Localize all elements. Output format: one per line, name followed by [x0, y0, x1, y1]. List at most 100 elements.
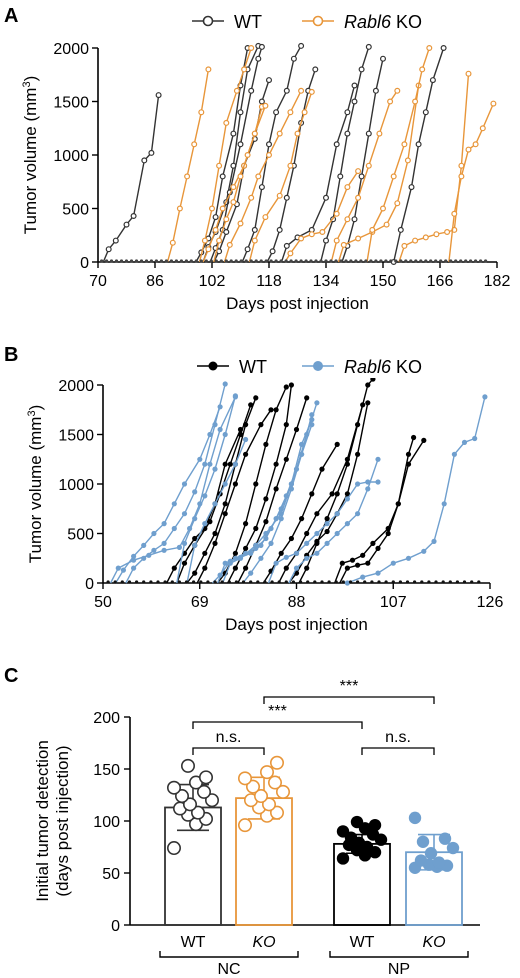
- series-line-ko-22: [448, 103, 495, 263]
- data-point-ko: [202, 521, 208, 527]
- data-point-ko: [131, 565, 137, 571]
- data-point-ko: [263, 535, 269, 542]
- data-point-ko: [298, 235, 305, 242]
- data-point-ko: [394, 87, 401, 94]
- data-point-ko: [253, 542, 259, 549]
- data-point-ko: [230, 184, 237, 191]
- data-point-ko: [333, 210, 340, 217]
- y-axis-label: Tumor volume (mm3): [21, 76, 40, 235]
- data-point-3: [438, 832, 452, 845]
- baseline-point: [159, 259, 163, 263]
- data-point-wt: [283, 422, 289, 428]
- data-point-ko: [192, 516, 198, 522]
- baseline-point: [224, 259, 228, 263]
- data-point-ko: [465, 70, 472, 77]
- data-point-wt: [422, 109, 429, 116]
- data-point-wt: [237, 109, 244, 116]
- data-point-wt: [304, 530, 310, 537]
- data-point-ko: [419, 66, 426, 73]
- baseline-point: [459, 259, 463, 263]
- baseline-point: [206, 580, 210, 584]
- category-label-3: KO: [422, 934, 445, 951]
- y-tick-label: 150: [93, 762, 120, 779]
- baseline-point: [469, 259, 473, 263]
- data-point-ko: [219, 205, 226, 212]
- data-point-wt: [370, 378, 376, 382]
- data-point-wt: [372, 87, 379, 94]
- data-point-wt: [243, 451, 249, 457]
- baseline-point: [163, 580, 167, 584]
- data-point-ko: [334, 530, 340, 537]
- series-layer: [106, 378, 488, 586]
- baseline-point: [189, 259, 193, 263]
- data-point-2: [336, 852, 350, 865]
- data-point-ko: [299, 441, 305, 447]
- data-point-wt: [329, 491, 335, 497]
- baseline-point: [427, 580, 431, 584]
- baseline-point: [391, 580, 395, 584]
- data-point-ko: [131, 553, 137, 559]
- baseline-point: [256, 580, 260, 584]
- baseline-point: [341, 580, 345, 584]
- data-point-wt: [351, 82, 358, 89]
- data-point-ko: [230, 199, 237, 206]
- y-tick-label: 1000: [58, 477, 94, 494]
- data-point-ko: [205, 66, 212, 73]
- significance-label-3: n.s.: [385, 729, 411, 746]
- group-label-np: NP: [388, 961, 410, 978]
- data-point-1: [269, 805, 284, 820]
- series-line-wt-5: [227, 384, 293, 584]
- data-point-ko: [223, 119, 230, 126]
- data-point-ko: [171, 525, 177, 532]
- data-point-wt: [202, 565, 208, 571]
- data-point-ko: [232, 393, 238, 399]
- data-point-0: [191, 805, 206, 820]
- data-point-wt: [232, 550, 238, 556]
- data-point-wt: [219, 173, 226, 180]
- baseline-point: [448, 580, 452, 584]
- data-point-ko: [390, 560, 396, 566]
- baseline-point: [209, 259, 213, 263]
- data-point-ko: [355, 168, 362, 175]
- legend-label-wt: WT: [234, 12, 262, 32]
- baseline-point: [259, 259, 263, 263]
- y-tick-label: 500: [62, 202, 89, 219]
- data-point-ko: [212, 422, 218, 428]
- baseline-point: [329, 259, 333, 263]
- baseline-point: [477, 580, 481, 584]
- data-point-ko: [433, 231, 440, 238]
- data-point-wt: [324, 516, 330, 522]
- data-point-wt: [375, 545, 381, 552]
- data-point-wt: [258, 422, 264, 428]
- significance-label-0: n.s.: [216, 729, 242, 746]
- group-bracket-np: [329, 951, 469, 958]
- baseline-point: [309, 259, 313, 263]
- baseline-point: [194, 259, 198, 263]
- data-point-wt: [237, 141, 244, 148]
- baseline-point: [234, 259, 238, 263]
- data-point-wt: [323, 237, 330, 244]
- data-point-wt: [349, 557, 356, 563]
- data-point-ko: [304, 540, 310, 547]
- data-point-1: [261, 797, 276, 812]
- data-point-3: [408, 811, 422, 825]
- series-line-ko-18: [330, 90, 398, 263]
- series-line-wt-3: [209, 46, 263, 263]
- baseline-point: [219, 259, 223, 263]
- data-point-ko: [441, 501, 447, 507]
- data-point-wt: [314, 511, 320, 517]
- data-point-ko: [283, 554, 289, 560]
- data-point-ko: [479, 125, 486, 132]
- series-line-ko-12: [198, 47, 252, 263]
- baseline-point: [379, 259, 383, 263]
- data-point-wt: [268, 407, 274, 413]
- data-point-wt: [298, 42, 305, 49]
- data-point-wt: [333, 141, 340, 148]
- series-line-wt-1: [176, 404, 252, 584]
- data-point-ko: [217, 426, 223, 433]
- data-point-ko: [308, 88, 315, 95]
- baseline-point: [106, 580, 110, 584]
- data-point-ko: [243, 436, 249, 443]
- baseline-point: [277, 580, 281, 584]
- data-point-ko: [191, 141, 198, 148]
